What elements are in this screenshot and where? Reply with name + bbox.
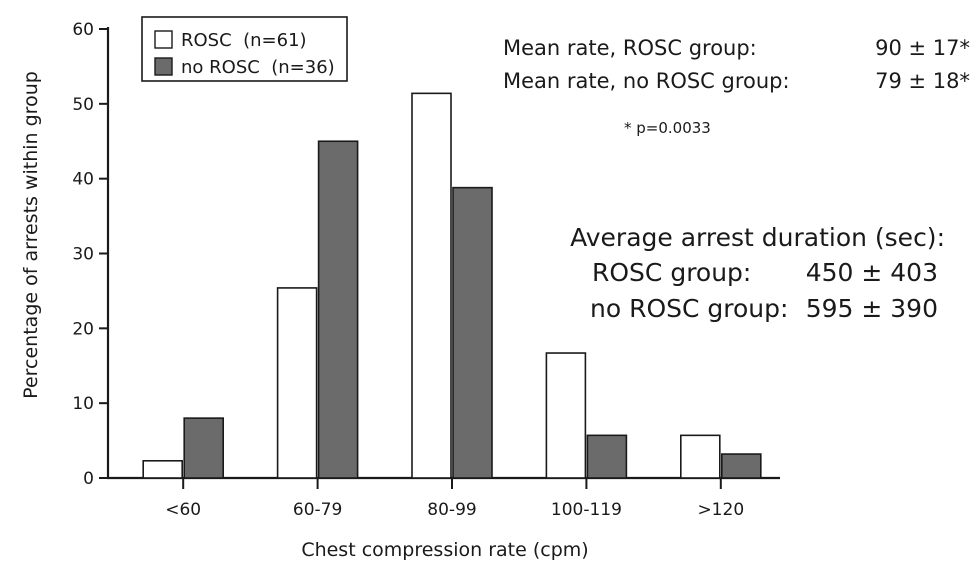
legend: ROSC (n=61) no ROSC (n=36) [141, 16, 348, 82]
y-axis: 0 10 20 30 40 50 60 [72, 20, 110, 489]
y-axis-title: Percentage of arrests within group [20, 71, 42, 399]
y-tick-label: 50 [72, 95, 94, 115]
legend-swatch-no-rosc [154, 57, 173, 76]
mean-no-rosc-label: Mean rate, no ROSC group: [503, 69, 790, 93]
legend-label-no-rosc: no ROSC (n=36) [181, 57, 335, 78]
y-tick-label: 40 [72, 170, 94, 190]
duration-no-rosc-label: no ROSC group: [590, 294, 788, 323]
mean-rosc-label: Mean rate, ROSC group: [503, 36, 757, 60]
y-tick-label: 10 [72, 394, 94, 414]
duration-rosc-value: 450 ± 403 [806, 258, 938, 287]
mean-rosc-value: 90 ± 17* [875, 36, 970, 60]
x-tick-label: <60 [165, 500, 201, 520]
y-tick-label: 30 [72, 245, 94, 265]
y-tick-label: 20 [72, 319, 94, 339]
bar-rosc [679, 434, 721, 479]
x-tick-label: 60-79 [293, 500, 342, 520]
bar-no-rosc [317, 140, 359, 479]
arrest-duration-annotation: Average arrest duration (sec): ROSC grou… [570, 223, 945, 323]
bar-rosc [142, 459, 183, 479]
y-tick-label: 0 [83, 469, 94, 489]
y-tick-label: 60 [72, 20, 94, 40]
legend-label-rosc: ROSC (n=61) [181, 30, 307, 51]
x-axis-title: Chest compression rate (cpm) [301, 539, 588, 561]
bar-rosc [276, 287, 318, 479]
bars [142, 92, 762, 479]
duration-rosc-label: ROSC group: [592, 258, 751, 287]
bar-rosc [545, 352, 587, 479]
x-tick-label: 80-99 [427, 500, 476, 520]
x-tick-label: >120 [697, 500, 744, 520]
bar-no-rosc [586, 434, 628, 479]
mean-no-rosc-value: 79 ± 18* [875, 69, 970, 93]
p-value-note: * p=0.0033 [624, 119, 711, 137]
bar-rosc [411, 92, 452, 479]
mean-rate-annotation: Mean rate, ROSC group: 90 ± 17* Mean rat… [503, 36, 970, 137]
duration-no-rosc-value: 595 ± 390 [806, 294, 938, 323]
duration-title: Average arrest duration (sec): [570, 223, 945, 252]
legend-swatch-rosc [154, 30, 173, 49]
x-axis: <60 60-79 80-99 100-119 >120 [107, 476, 780, 520]
bar-no-rosc [452, 186, 493, 479]
bar-no-rosc [720, 453, 762, 479]
x-tick-label: 100-119 [551, 500, 622, 520]
bar-no-rosc [183, 417, 224, 479]
legend-box [141, 16, 348, 82]
